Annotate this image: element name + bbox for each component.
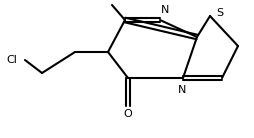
Text: O: O bbox=[124, 109, 132, 119]
Text: N: N bbox=[161, 5, 169, 15]
Text: Cl: Cl bbox=[6, 55, 17, 65]
Text: S: S bbox=[216, 8, 223, 18]
Text: N: N bbox=[178, 85, 186, 95]
